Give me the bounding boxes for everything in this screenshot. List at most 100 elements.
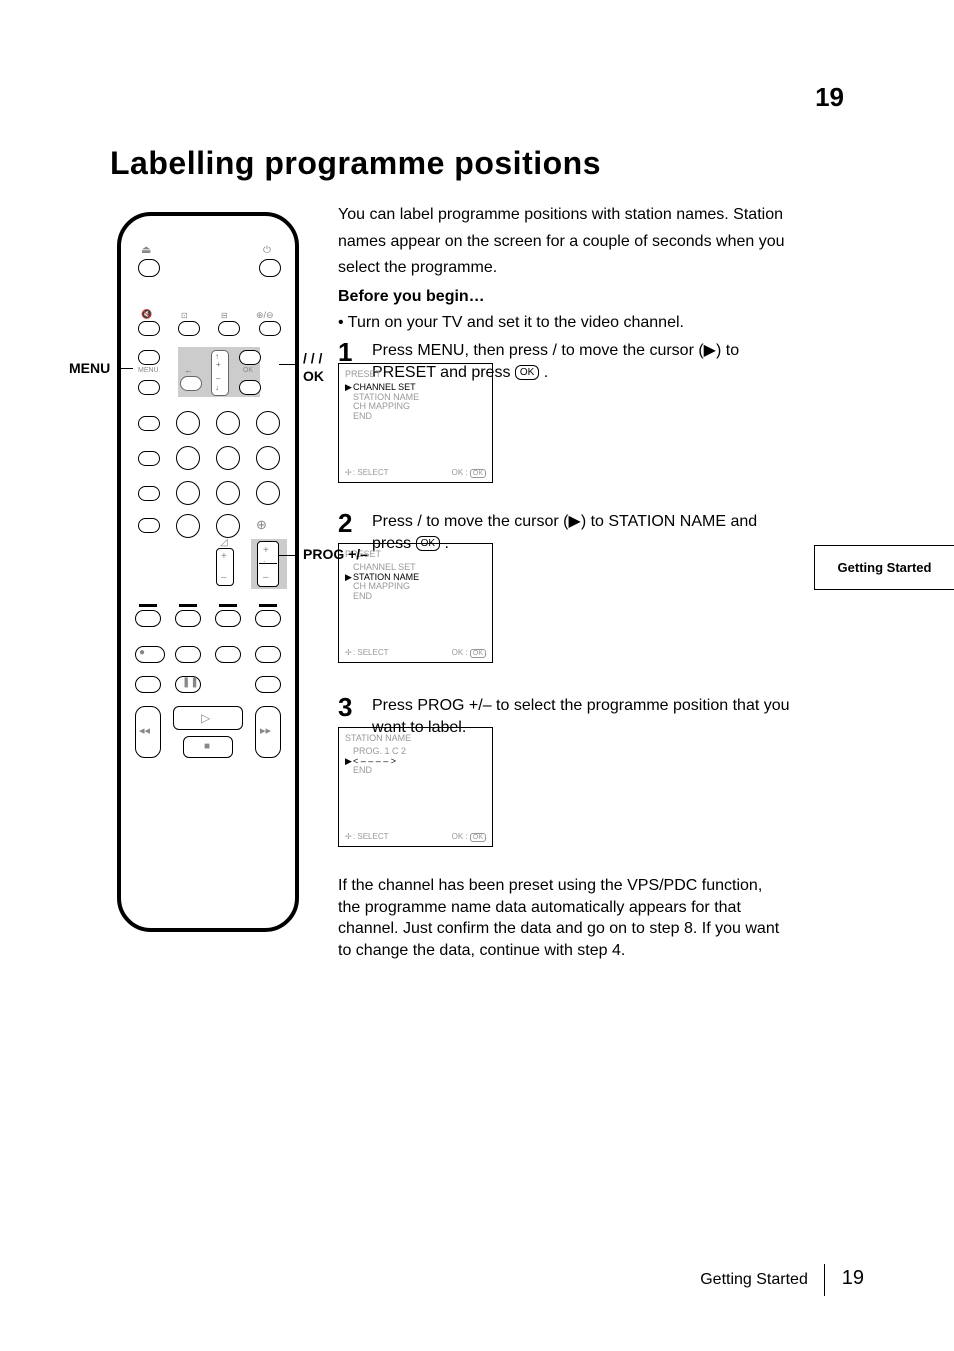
left-arrow-icon: ← xyxy=(184,366,193,375)
intro-block: You can label programme positions with s… xyxy=(338,204,833,339)
side-button-a[interactable] xyxy=(138,416,160,431)
rec-icon: ● xyxy=(139,648,145,658)
osd-footer-left: SELECT xyxy=(357,468,388,477)
play-icon: ▷ xyxy=(201,712,210,724)
vol-icon: ◿ xyxy=(220,538,228,548)
callout-prog: PROG +/– xyxy=(303,546,368,562)
transport-b-button[interactable] xyxy=(215,646,241,663)
down-arrow-icon: ↓ xyxy=(215,384,219,392)
eject-icon: ⏏ xyxy=(141,245,151,256)
eject-button[interactable] xyxy=(138,259,160,277)
left-arrow-button[interactable] xyxy=(180,376,202,391)
ok-badge-icon: OK xyxy=(470,469,486,478)
dpad-icon: ✢ xyxy=(345,468,351,477)
dpad-icon: ✢ xyxy=(345,648,351,657)
num-7-button[interactable] xyxy=(176,481,200,505)
transport-e-button[interactable] xyxy=(255,676,281,693)
num-5-button[interactable] xyxy=(216,446,240,470)
after-step-text: If the channel has been preset using the… xyxy=(338,875,838,961)
osd-footer-right: OK : xyxy=(452,468,468,477)
callout-ok: OK xyxy=(303,368,324,384)
enter-icon: ⊕ xyxy=(256,518,267,531)
num-2-button[interactable] xyxy=(216,411,240,435)
ff-icon: ▸▸ xyxy=(260,726,271,737)
wide-button[interactable] xyxy=(218,321,240,336)
ok-icon: OK xyxy=(515,365,539,381)
section-title: Labelling programme positions xyxy=(110,145,601,182)
osd-screen-station-name: STATION NAME PROG. 1 C 2 ▶< – – – – > EN… xyxy=(338,727,493,847)
red-button[interactable] xyxy=(135,610,161,627)
osd-title: PRESET xyxy=(345,370,486,379)
stop-icon: ■ xyxy=(204,742,210,752)
osd-footer-left: SELECT xyxy=(357,832,388,841)
aux-button-1[interactable] xyxy=(138,350,160,365)
right-top-button[interactable] xyxy=(239,350,261,365)
plus-icon: + xyxy=(263,546,269,556)
divider xyxy=(259,563,277,564)
transport-c-button[interactable] xyxy=(255,646,281,663)
osd-item: END xyxy=(353,412,372,421)
num-enter-button[interactable] xyxy=(216,514,240,538)
callout-arrows: / / / xyxy=(303,350,322,366)
page-footer: Getting Started 19 xyxy=(700,1264,864,1296)
plus-icon: + xyxy=(221,552,227,562)
mute-icon: 🔇 xyxy=(141,310,152,319)
power-button[interactable] xyxy=(259,259,281,277)
after-line: channel. Just confirm the data and go on… xyxy=(338,918,838,940)
transport-d-button[interactable] xyxy=(135,676,161,693)
minus-icon: – xyxy=(216,375,220,383)
remote-control-diagram: ⏏ ⏻ 🔇 ⊡ ⊟ ⊕/⊖ MENU ← ↑ ↓ + – xyxy=(117,212,299,932)
num-1-button[interactable] xyxy=(176,411,200,435)
osd-footer-right: OK : xyxy=(452,648,468,657)
minus-icon: – xyxy=(263,573,269,583)
footer-page-number: 19 xyxy=(842,1267,864,1289)
osd-screen-preset-1: PRESET ▶CHANNEL SET STATION NAME CH MAPP… xyxy=(338,363,493,483)
osd-footer-right: OK : xyxy=(452,832,468,841)
step-number: 2 xyxy=(338,508,352,539)
rew-icon: ◂◂ xyxy=(139,726,150,737)
num-3-button[interactable] xyxy=(256,411,280,435)
plus-icon: + xyxy=(216,361,221,369)
side-button-d[interactable] xyxy=(138,518,160,533)
yellow-button[interactable] xyxy=(215,610,241,627)
osd-title: STATION NAME xyxy=(345,734,486,743)
pause-icon: ❚❚ xyxy=(182,678,199,688)
osd-item: END xyxy=(353,592,372,601)
num-6-button[interactable] xyxy=(256,446,280,470)
transport-a-button[interactable] xyxy=(175,646,201,663)
ok-badge-icon: OK xyxy=(470,833,486,842)
intro-line: You can label programme positions with s… xyxy=(338,204,833,226)
page-number-top: 19 xyxy=(815,82,844,113)
dpad-icon: ✢ xyxy=(345,832,351,841)
side-button-b[interactable] xyxy=(138,451,160,466)
before-begin-bullet: • Turn on your TV and set it to the vide… xyxy=(338,312,833,334)
step-text: Press MENU, then press / to move the cur… xyxy=(372,342,739,359)
blue-button[interactable] xyxy=(255,610,281,627)
wide-icon: ⊟ xyxy=(221,312,228,320)
intro-line: names appear on the screen for a couple … xyxy=(338,231,833,253)
aux-button-2[interactable] xyxy=(138,380,160,395)
ok-badge-icon: OK xyxy=(470,649,486,658)
power-icon: ⏻ xyxy=(263,246,271,256)
dot-icon: · xyxy=(263,558,266,566)
minus-icon: – xyxy=(221,573,227,583)
mute-button[interactable] xyxy=(138,321,160,336)
display-button[interactable] xyxy=(178,321,200,336)
num-0-button[interactable] xyxy=(176,514,200,538)
tv-input-button[interactable] xyxy=(259,321,281,336)
step-text: Press / to move the cursor (▶) to STATIO… xyxy=(372,511,842,533)
num-8-button[interactable] xyxy=(216,481,240,505)
num-9-button[interactable] xyxy=(256,481,280,505)
display-icon: ⊡ xyxy=(181,312,188,320)
ok-button[interactable] xyxy=(239,380,261,395)
osd-footer-left: SELECT xyxy=(357,648,388,657)
up-down-dpad[interactable] xyxy=(211,350,229,396)
footer-text: Getting Started xyxy=(700,1271,808,1288)
green-button[interactable] xyxy=(175,610,201,627)
after-line: to change the data, continue with step 4… xyxy=(338,940,838,962)
before-begin-heading: Before you begin… xyxy=(338,286,833,308)
callout-menu: MENU xyxy=(69,360,110,376)
num-4-button[interactable] xyxy=(176,446,200,470)
side-button-c[interactable] xyxy=(138,486,160,501)
tv-input-icon: ⊕/⊖ xyxy=(256,311,274,320)
